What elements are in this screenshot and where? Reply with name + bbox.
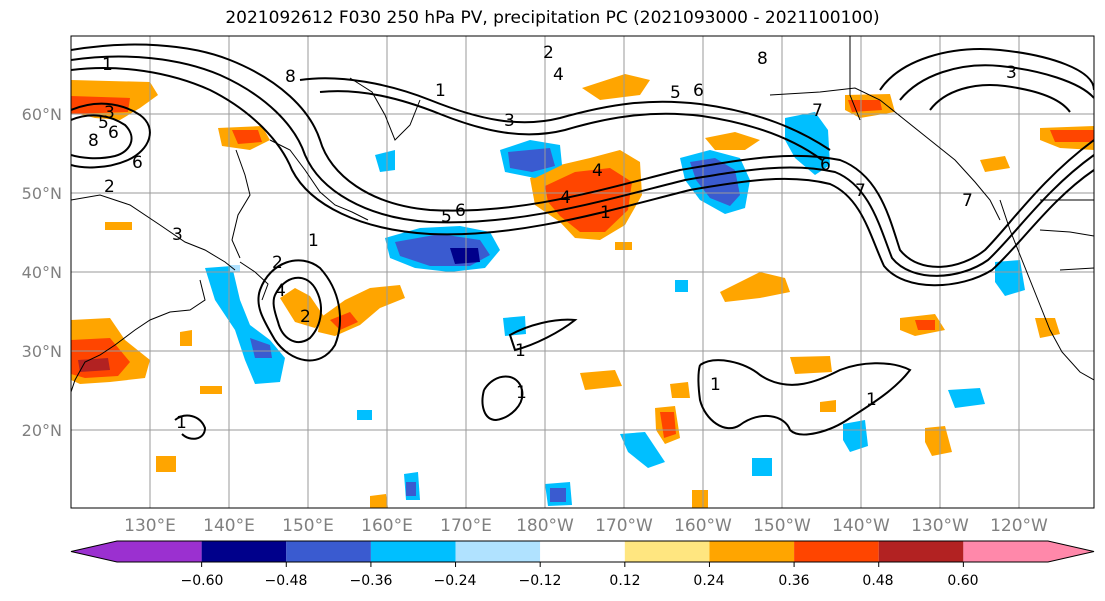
lon-label: 140°W — [832, 516, 890, 536]
contour-label: 6 — [820, 155, 831, 175]
lon-label: 130°E — [124, 516, 176, 536]
colorbar-tick-label: 0.24 — [693, 573, 724, 589]
contour-label: 2 — [104, 177, 115, 197]
lat-label: 20°N — [22, 421, 62, 440]
contour-label: 1 — [866, 390, 877, 410]
contour-label: 1 — [600, 203, 611, 223]
contour-label: 4 — [275, 281, 286, 301]
contour-label: 3 — [104, 103, 115, 123]
contour-label: 1 — [710, 375, 721, 395]
colorbar-tick-label: 0.48 — [862, 573, 893, 589]
colorbar-segment — [540, 541, 625, 562]
contour-label: 1 — [308, 231, 319, 251]
colorbar-tick-label: −0.48 — [265, 573, 308, 589]
contour-label: 8 — [285, 67, 296, 87]
contour-label: 5 — [670, 83, 681, 103]
contour-label: 7 — [812, 101, 823, 121]
contour-label: 3 — [1006, 63, 1017, 83]
coastlines — [71, 36, 1094, 393]
colorbar-tick-label: −0.36 — [350, 573, 393, 589]
lon-label: 170°W — [595, 516, 653, 536]
pv-contours — [71, 43, 1094, 440]
contour-label: 6 — [108, 123, 119, 143]
contour-label: 1 — [515, 341, 526, 361]
colorbar-segment — [117, 541, 202, 562]
contour-label: 6 — [693, 81, 704, 101]
lon-label: 150°W — [753, 516, 811, 536]
lon-label: 120°W — [990, 516, 1048, 536]
contour-label: 2 — [300, 307, 311, 327]
colorbar-tick-label: −0.12 — [519, 573, 562, 589]
map-frame — [70, 35, 1095, 509]
colorbar-tick-label: 0.60 — [947, 573, 978, 589]
colorbar-tick-label: −0.60 — [181, 573, 224, 589]
lat-label: 40°N — [22, 263, 62, 282]
contour-label: 7 — [855, 181, 866, 201]
lon-label: 160°W — [674, 516, 732, 536]
colorbar — [70, 540, 1095, 567]
lat-label: 50°N — [22, 184, 62, 203]
lon-label: 160°E — [361, 516, 413, 536]
contour-label: 5 — [441, 207, 452, 227]
colorbar-segment — [963, 541, 1048, 562]
colorbar-tick-label: 0.36 — [778, 573, 809, 589]
longitude-labels: 130°E 140°E 150°E 160°E 170°E 180°W 170°… — [124, 516, 1048, 536]
colorbar-segment — [201, 541, 287, 562]
contour-label: 3 — [504, 111, 515, 131]
lat-label: 60°N — [22, 105, 62, 124]
contour-label: 6 — [455, 201, 466, 221]
colorbar-extend-right — [1048, 541, 1094, 562]
latitude-labels: 60°N 50°N 40°N 30°N 20°N — [22, 105, 62, 440]
lon-label: 180°W — [516, 516, 574, 536]
lon-label: 140°E — [203, 516, 255, 536]
graticule — [71, 36, 1094, 508]
colorbar-tick-label: −0.24 — [434, 573, 477, 589]
contour-label: 1 — [516, 383, 527, 403]
colorbar-tick-label: 0.12 — [609, 573, 640, 589]
map-title: 2021092612 F030 250 hPa PV, precipitatio… — [225, 8, 880, 28]
lon-label: 130°W — [911, 516, 969, 536]
contour-label: 7 — [962, 191, 973, 211]
colorbar-segment — [455, 541, 541, 562]
colorbar-segment — [286, 541, 371, 562]
negative-anomaly-shading — [205, 112, 1025, 506]
contour-label: 5 — [98, 113, 109, 133]
lon-label: 150°E — [282, 516, 334, 536]
contour-label: 2 — [272, 253, 283, 273]
colorbar-extend-left — [71, 541, 117, 562]
positive-anomaly-shading — [71, 74, 1094, 508]
contour-label: 3 — [172, 225, 183, 245]
lat-label: 30°N — [22, 342, 62, 361]
contour-label: 6 — [132, 153, 143, 173]
contour-label: 2 — [543, 43, 554, 63]
colorbar-segment — [794, 541, 879, 562]
colorbar-segment — [370, 541, 456, 562]
colorbar-segment — [709, 541, 795, 562]
lon-label: 170°E — [440, 516, 492, 536]
contour-label: 8 — [757, 49, 768, 69]
contour-label: 4 — [592, 161, 603, 181]
map-content: 1 8 2 4 5 3 6 7 2 3 6 8 5 6 1 3 7 4 1 5 … — [71, 36, 1094, 508]
colorbar-segment — [624, 541, 710, 562]
colorbar-outline — [70, 540, 1095, 563]
contour-label: 1 — [176, 413, 187, 433]
contour-labels: 1 8 2 4 5 3 6 7 2 3 6 8 5 6 1 3 7 4 1 5 … — [88, 43, 1017, 433]
contour-label: 4 — [553, 65, 564, 85]
contour-label: 1 — [102, 55, 113, 75]
contour-label: 1 — [435, 81, 446, 101]
colorbar-segment — [878, 541, 964, 562]
colorbar-tick-labels: −0.60 −0.48 −0.36 −0.24 −0.12 0.12 0.24 … — [181, 573, 979, 589]
contour-label: 4 — [560, 188, 571, 208]
contour-label: 8 — [88, 131, 99, 151]
